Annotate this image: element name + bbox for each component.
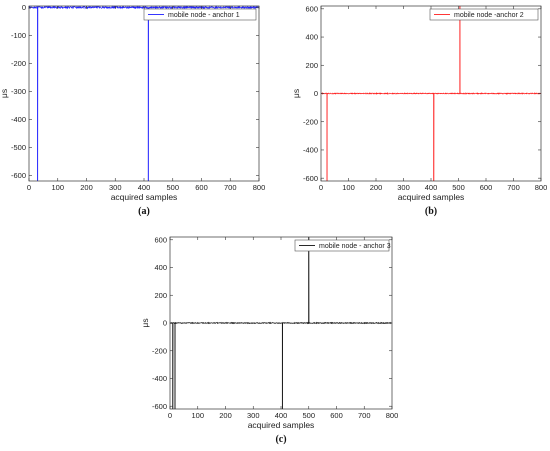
series-line — [28, 5, 260, 182]
y-tick-label: -200 — [152, 346, 167, 355]
x-axis-label: acquired samples — [111, 192, 178, 202]
y-tick-label: 0 — [22, 3, 26, 12]
y-tick-label: -200 — [11, 59, 26, 68]
y-tick-label: -400 — [152, 374, 167, 383]
y-tick-label: 400 — [305, 33, 318, 42]
y-tick-label: 0 — [314, 89, 318, 98]
chart-panel: mobile node -anchor 2 0 100 200 300 400 500 600… — [291, 4, 547, 217]
x-tick-label: 300 — [109, 183, 122, 192]
legend-box — [143, 8, 257, 21]
panel-caption: (b) — [425, 206, 437, 217]
x-tick-label: 700 — [507, 183, 520, 192]
y-axis-label: μs — [291, 89, 301, 98]
panel-caption: (c) — [275, 434, 286, 445]
x-axis-label: acquired samples — [398, 192, 465, 202]
x-tick-label: 100 — [51, 183, 64, 192]
axes-frame — [28, 5, 260, 182]
y-tick-label: -600 — [152, 402, 167, 411]
legend-label: mobile node -anchor 2 — [454, 12, 524, 19]
legend-box — [294, 239, 390, 252]
y-tick-label: 0 — [163, 319, 167, 328]
x-tick-label: 200 — [219, 411, 232, 420]
x-tick-label: 100 — [191, 411, 204, 420]
x-tick-label: 500 — [302, 411, 315, 420]
x-tick-label: 200 — [80, 183, 93, 192]
x-tick-label: 800 — [386, 411, 399, 420]
x-tick-label: 300 — [247, 411, 260, 420]
y-tick-label: 200 — [305, 61, 318, 70]
series-line — [169, 236, 393, 410]
y-tick-label: -100 — [11, 31, 26, 40]
x-tick-label: 0 — [168, 411, 172, 420]
chart-panel: mobile node - anchor 3 0 100 200 300 400 500 60… — [140, 235, 398, 445]
x-axis-label: acquired samples — [248, 420, 315, 430]
y-tick-label: -300 — [11, 87, 26, 96]
x-tick-label: 0 — [319, 183, 323, 192]
legend-label: mobile node - anchor 1 — [168, 12, 240, 19]
chart-panel: mobile node - anchor 1 0 100 200 300 400 500 60… — [0, 3, 265, 217]
x-tick-label: 700 — [358, 411, 371, 420]
y-axis-label: μs — [140, 318, 150, 327]
x-tick-label: 800 — [253, 183, 266, 192]
x-tick-label: 300 — [397, 183, 410, 192]
x-tick-label: 400 — [275, 411, 288, 420]
x-tick-label: 100 — [342, 183, 355, 192]
x-tick-label: 400 — [425, 183, 438, 192]
y-tick-label: -200 — [303, 117, 318, 126]
y-tick-label: -600 — [11, 171, 26, 180]
x-tick-label: 600 — [480, 183, 493, 192]
x-tick-label: 800 — [535, 183, 548, 192]
y-tick-label: 600 — [154, 235, 167, 244]
legend-label: mobile node - anchor 3 — [319, 243, 391, 250]
x-tick-label: 700 — [224, 183, 237, 192]
y-tick-label: 200 — [154, 291, 167, 300]
y-axis-label: μs — [0, 89, 9, 98]
x-tick-label: 0 — [27, 183, 31, 192]
series-line — [320, 5, 542, 182]
y-tick-label: 600 — [305, 4, 318, 13]
x-tick-label: 500 — [166, 183, 179, 192]
x-tick-label: 600 — [195, 183, 208, 192]
y-tick-label: -500 — [11, 143, 26, 152]
panel-caption: (a) — [138, 206, 150, 217]
x-tick-label: 600 — [330, 411, 343, 420]
y-tick-label: -600 — [303, 174, 318, 183]
y-tick-label: -400 — [11, 115, 26, 124]
y-tick-label: -400 — [303, 146, 318, 155]
y-tick-label: 400 — [154, 263, 167, 272]
x-tick-label: 400 — [138, 183, 151, 192]
x-tick-label: 200 — [370, 183, 383, 192]
x-tick-label: 500 — [452, 183, 465, 192]
legend-box — [429, 8, 539, 21]
